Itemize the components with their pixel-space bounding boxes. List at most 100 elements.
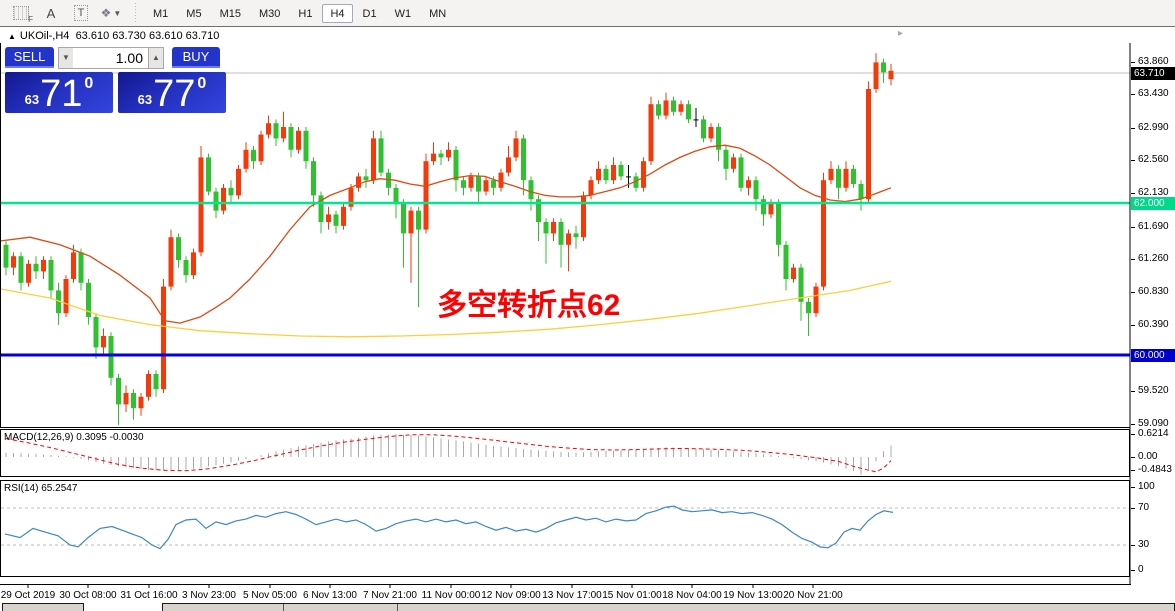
macd-pane <box>0 429 1130 477</box>
price-badge-62.000: 62.000 <box>1131 196 1175 210</box>
timeframe-button-m15[interactable]: M15 <box>219 7 241 20</box>
price-axis[interactable]: 63.860 63.430 62.990 62.560 62.130 61.690 61.2… <box>1131 43 1175 600</box>
timeframe-button-w1[interactable]: W1 <box>394 7 412 20</box>
macd-axis-label: 0.6214 <box>1138 428 1169 439</box>
macd-signal-line <box>5 434 892 473</box>
time-axis-label: 19 Nov 13:00 <box>723 590 783 600</box>
buy-button[interactable]: BUY <box>172 47 220 68</box>
ma-fast-line <box>0 144 892 324</box>
timeframe-button-m30[interactable]: M30 <box>258 7 281 20</box>
grid-icon[interactable]: F <box>9 3 33 24</box>
buy-price-pip: 0 <box>197 75 207 92</box>
timeframe-button-m1[interactable]: M1 <box>153 7 169 20</box>
rsi-pane <box>0 480 1130 577</box>
timeframe-button-d1[interactable]: D1 <box>362 7 377 20</box>
rsi-axis-label: 100 <box>1138 481 1155 492</box>
buy-price-tile[interactable]: 63 77 0 <box>118 72 226 113</box>
toolbar-grip[interactable] <box>132 3 138 23</box>
price-tick-label: 60.830 <box>1138 285 1169 297</box>
axis-tick <box>1131 391 1135 393</box>
axis-tick <box>1131 325 1135 327</box>
rsi-line <box>4 505 894 550</box>
rsi-label: RSI(14) 65.2547 <box>4 483 78 494</box>
macd-axis-label: 0.00 <box>1138 451 1158 462</box>
time-axis-label: 30 Oct 08:00 <box>59 590 117 600</box>
chevron-down-icon: ▼ <box>113 8 122 18</box>
volume-increase-button[interactable]: ▲ <box>148 47 164 69</box>
time-axis-label: 13 Nov 17:00 <box>542 590 602 600</box>
ohlc-values: 63.610 63.730 63.610 63.710 <box>75 30 220 42</box>
sell-price-main: 71 <box>40 73 83 115</box>
price-tick-label: 61.690 <box>1138 220 1169 232</box>
price-tick-label: 59.090 <box>1138 418 1169 430</box>
price-tick-label: 59.520 <box>1138 385 1169 397</box>
sell-price-pip: 0 <box>84 75 94 92</box>
price-tick-label: 62.990 <box>1138 121 1169 133</box>
timeframe-button-mn[interactable]: MN <box>429 7 447 20</box>
text-label-icon[interactable]: A <box>46 5 56 21</box>
time-axis-label: 15 Nov 01:00 <box>602 590 662 600</box>
docked-panel-edge[interactable] <box>2 603 84 611</box>
price-tick-label: 62.560 <box>1138 154 1169 166</box>
docked-panel-edge[interactable] <box>162 603 1175 611</box>
axis-tick <box>1131 487 1135 488</box>
axis-tick <box>1131 94 1135 96</box>
time-axis-label: 12 Nov 09:00 <box>481 590 541 600</box>
axis-tick <box>1131 457 1135 458</box>
chart-title: ▲ UKOil-,H4 63.610 63.730 63.610 63.710 <box>8 30 219 42</box>
macd-axis-label: -0.4843 <box>1138 464 1172 475</box>
time-axis-label: 3 Nov 23:00 <box>182 590 236 600</box>
timeframe-button-h4[interactable]: H4 <box>322 3 353 23</box>
rsi-axis-label: 0 <box>1138 564 1144 575</box>
timeframe-button-m5[interactable]: M5 <box>186 7 202 20</box>
timeframe-button-h1[interactable]: H1 <box>298 7 313 20</box>
chart-shift-marker-icon[interactable]: ▸ <box>898 28 904 39</box>
axis-tick <box>1131 434 1135 435</box>
shapes-icon[interactable]: ❖ ▼ <box>100 6 122 20</box>
candles <box>3 53 894 425</box>
time-axis-label: 6 Nov 13:00 <box>303 590 357 600</box>
buy-price-prefix: 63 <box>137 92 153 107</box>
price-tick-label: 62.130 <box>1138 187 1169 199</box>
price-badge-60.000: 60.000 <box>1131 348 1175 362</box>
rsi-axis-label: 30 <box>1138 539 1150 550</box>
axis-tick <box>1131 470 1135 471</box>
axis-tick <box>1131 160 1135 162</box>
symbol-period: UKOil-,H4 <box>19 30 70 42</box>
time-axis-label: 20 Nov 21:00 <box>783 590 843 600</box>
timeframe-buttons: M1 M5 M15 M30 H1 H4 D1 W1 MN <box>144 3 455 23</box>
ma-slow-line <box>0 280 892 338</box>
collapse-arrow-icon[interactable]: ▲ <box>8 32 16 41</box>
sell-price-prefix: 63 <box>24 92 40 107</box>
axis-tick <box>1131 193 1135 195</box>
macd-label: MACD(12,26,9) 0.3095 -0.0030 <box>4 432 144 443</box>
axis-tick <box>1131 545 1135 546</box>
sell-price-tile[interactable]: 63 71 0 <box>5 72 113 113</box>
macd-histogram <box>5 434 892 475</box>
price-tick-label: 63.860 <box>1138 55 1169 67</box>
axis-tick <box>1131 259 1135 261</box>
docked-panel-divider <box>397 604 398 611</box>
price-tick-label: 61.260 <box>1138 253 1169 265</box>
axis-tick <box>1131 508 1135 509</box>
rsi-axis-label: 70 <box>1138 502 1150 513</box>
time-axis-label: 11 Nov 00:00 <box>422 590 481 600</box>
text-box-icon[interactable]: T <box>69 3 93 23</box>
axis-tick <box>1131 61 1135 63</box>
buy-price-main: 77 <box>153 73 196 115</box>
time-axis-label: 5 Nov 05:00 <box>243 590 297 600</box>
time-axis-label: 18 Nov 04:00 <box>662 590 722 600</box>
time-axis-label: 29 Oct 2019 <box>1 590 56 600</box>
price-tick-label: 63.430 <box>1138 88 1169 100</box>
one-click-trade-panel: SELL ▼ 1.00 ▲ BUY 63 71 0 63 77 0 <box>5 47 226 113</box>
axis-tick <box>1131 127 1135 129</box>
volume-input[interactable]: 1.00 <box>73 47 149 69</box>
axis-tick <box>1131 226 1135 228</box>
volume-decrease-button[interactable]: ▼ <box>58 47 74 69</box>
chart-canvas[interactable]: 多空转折点62 MACD(12,26,9) 0.3095 -0.0030 RSI(1… <box>0 43 1131 600</box>
axis-tick <box>1131 570 1135 571</box>
sell-button[interactable]: SELL <box>5 47 54 68</box>
price-badge-63.710: 63.710 <box>1131 66 1175 80</box>
axis-tick <box>1131 291 1135 293</box>
